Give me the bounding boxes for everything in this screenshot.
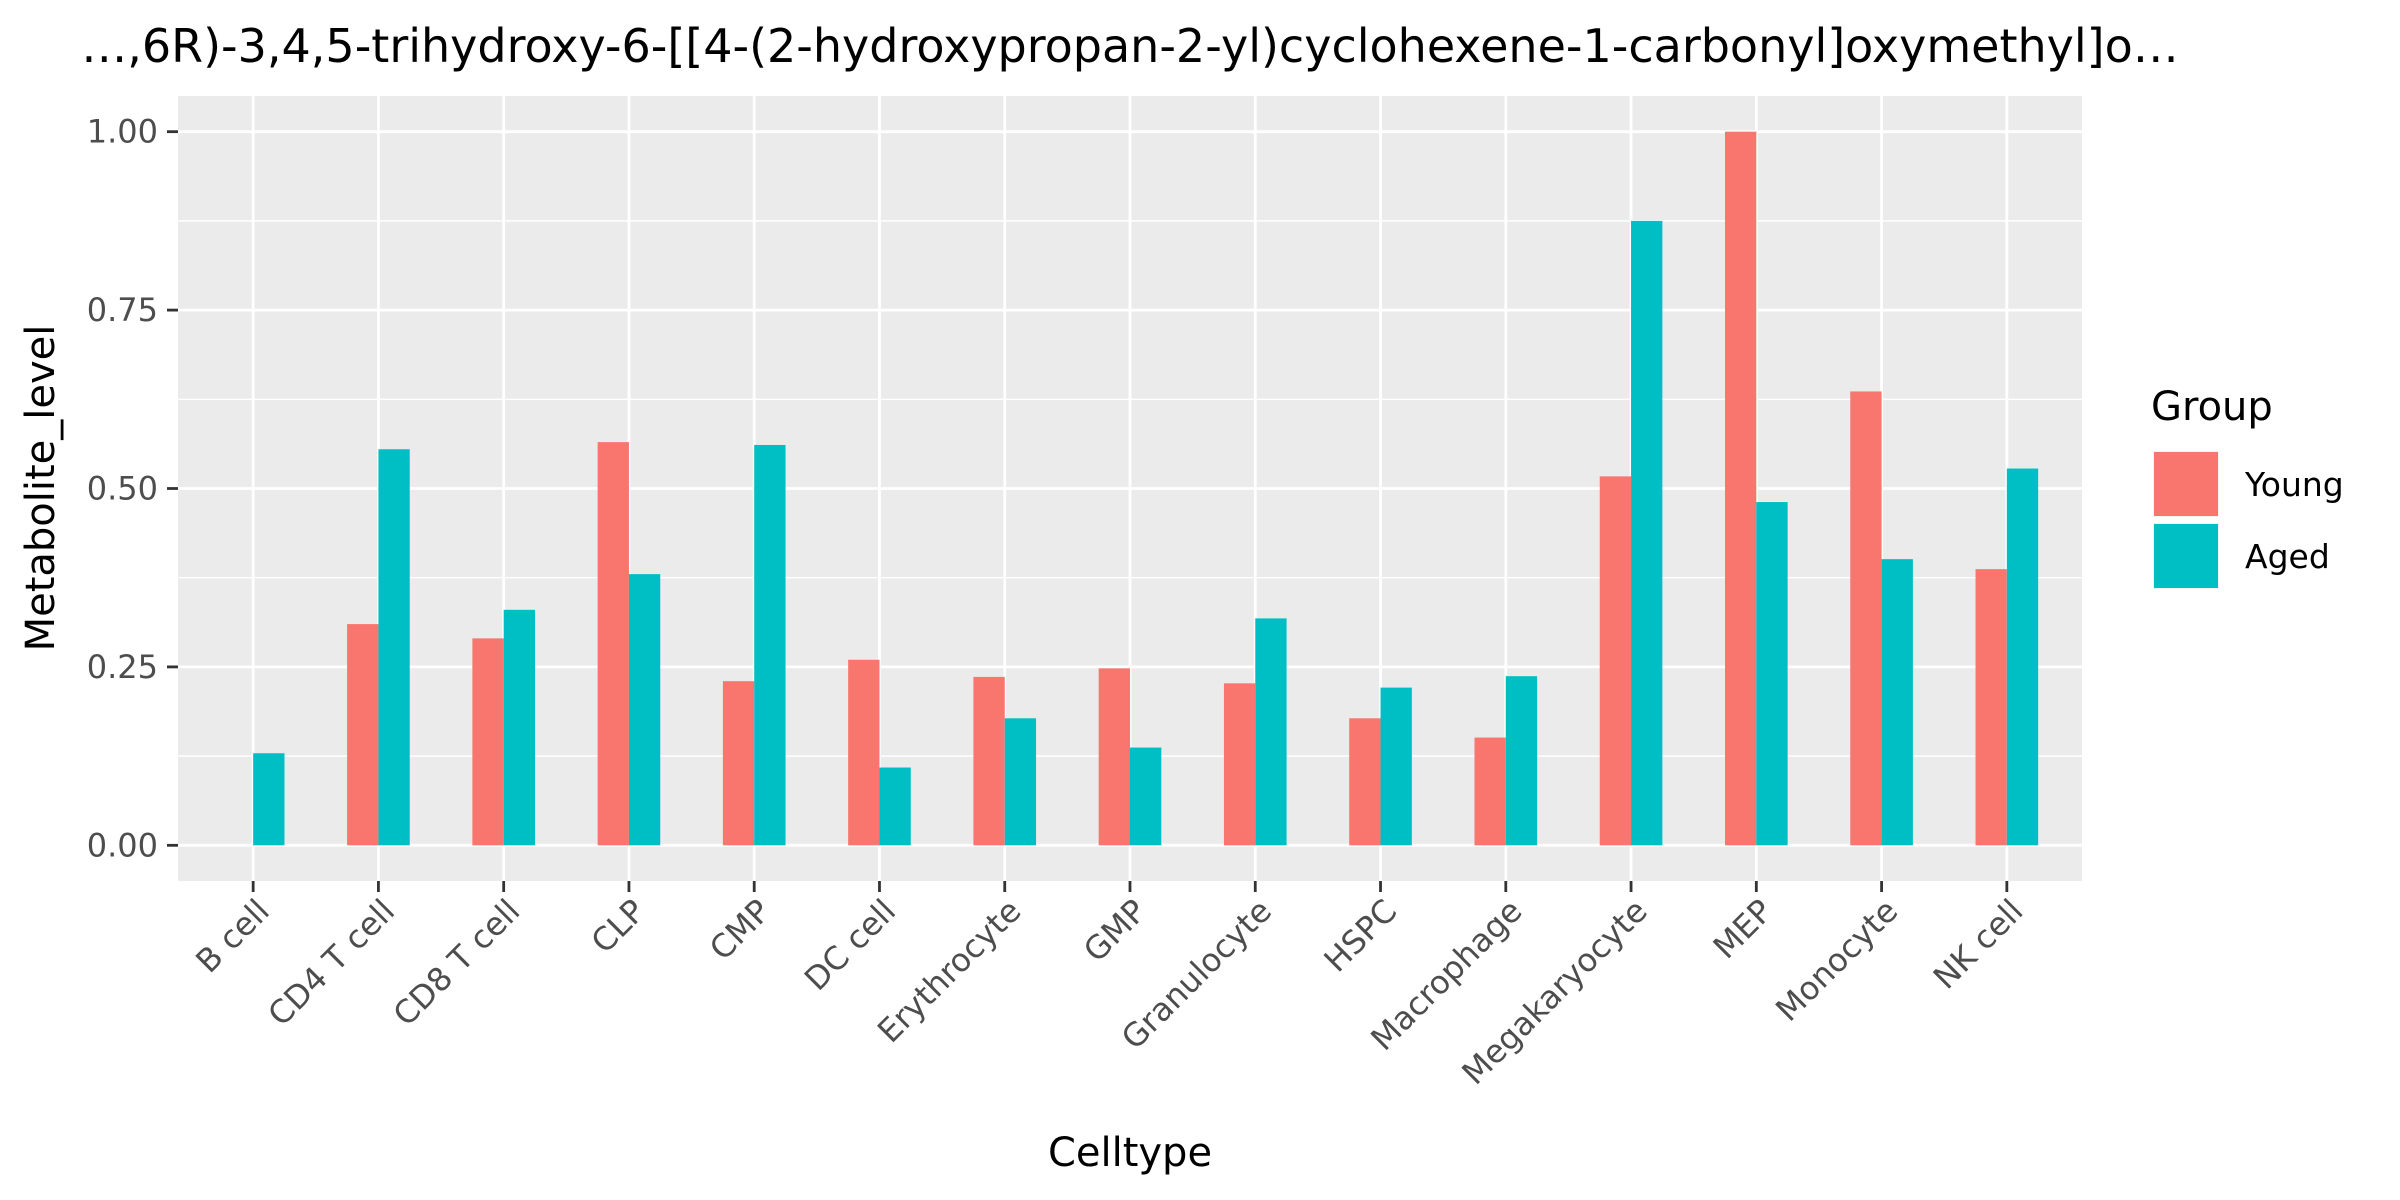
bar-aged bbox=[1255, 618, 1287, 846]
legend-label: Young bbox=[2244, 465, 2344, 504]
y-tick-label: 1.00 bbox=[87, 113, 158, 151]
bar-aged bbox=[1631, 220, 1663, 846]
bar-aged bbox=[628, 574, 661, 846]
bar-young bbox=[1975, 569, 2007, 846]
x-tick-label: GMP bbox=[1076, 892, 1154, 970]
legend-swatch-young bbox=[2154, 452, 2218, 516]
y-axis: 0.00 0.25 0.50 0.75 1.00 bbox=[87, 113, 178, 864]
x-tick-label: CMP bbox=[702, 892, 778, 968]
bar-aged bbox=[1004, 718, 1037, 846]
bar-young bbox=[597, 442, 629, 846]
y-tick-label: 0.50 bbox=[87, 470, 158, 508]
y-tick-label: 0.25 bbox=[87, 648, 158, 686]
bar-young bbox=[848, 659, 880, 846]
bar-aged bbox=[1130, 747, 1162, 846]
x-tick-label: CLP bbox=[584, 892, 653, 961]
x-tick-label: HSPC bbox=[1316, 892, 1404, 980]
bar-young bbox=[973, 676, 1005, 846]
x-tick-label: NK cell bbox=[1926, 892, 2031, 997]
bar-aged bbox=[1756, 502, 1788, 846]
bar-young bbox=[1599, 476, 1632, 846]
legend-title: Group bbox=[2151, 384, 2273, 430]
bar-aged bbox=[1380, 687, 1412, 846]
legend-items: Young Aged bbox=[2153, 451, 2344, 589]
bar-aged bbox=[503, 609, 535, 846]
bar-young bbox=[472, 638, 504, 846]
bar-young bbox=[1223, 683, 1256, 846]
bar-aged bbox=[253, 753, 285, 846]
bar-aged bbox=[754, 444, 786, 846]
bar-aged bbox=[1881, 559, 1913, 846]
x-tick-label: Monocyte bbox=[1768, 892, 1905, 1029]
x-tick-label: CD4 T cell bbox=[260, 892, 402, 1034]
chart-title: …,6R)-3,4,5-trihydroxy-6-[[4-(2-hydroxyp… bbox=[81, 19, 2179, 73]
bar-young bbox=[347, 624, 379, 846]
bar-aged bbox=[1505, 676, 1538, 846]
bar-aged bbox=[879, 767, 911, 846]
bars bbox=[253, 131, 2039, 846]
legend-swatch-aged bbox=[2154, 524, 2218, 588]
x-axis-title: Celltype bbox=[1048, 1130, 1212, 1176]
bar-young bbox=[1474, 737, 1506, 846]
bar-young bbox=[1725, 131, 1757, 846]
legend-label: Aged bbox=[2245, 537, 2330, 576]
x-tick-label: DC cell bbox=[797, 892, 903, 998]
y-tick-label: 0.75 bbox=[87, 291, 158, 329]
bar-young bbox=[1098, 668, 1130, 846]
x-tick-label: B cell bbox=[188, 892, 277, 981]
x-tick-label: MEP bbox=[1706, 892, 1780, 966]
y-tick-label: 0.00 bbox=[87, 826, 158, 864]
bar-young bbox=[1349, 718, 1381, 846]
bar-young bbox=[1850, 391, 1882, 846]
x-tick-label: CD8 T cell bbox=[386, 892, 528, 1034]
bar-aged bbox=[2006, 468, 2039, 846]
y-axis-title: Metabolite_level bbox=[18, 325, 64, 652]
bar-aged bbox=[378, 449, 410, 846]
legend: Group Young Aged bbox=[2151, 384, 2344, 589]
bar-young bbox=[722, 681, 755, 846]
